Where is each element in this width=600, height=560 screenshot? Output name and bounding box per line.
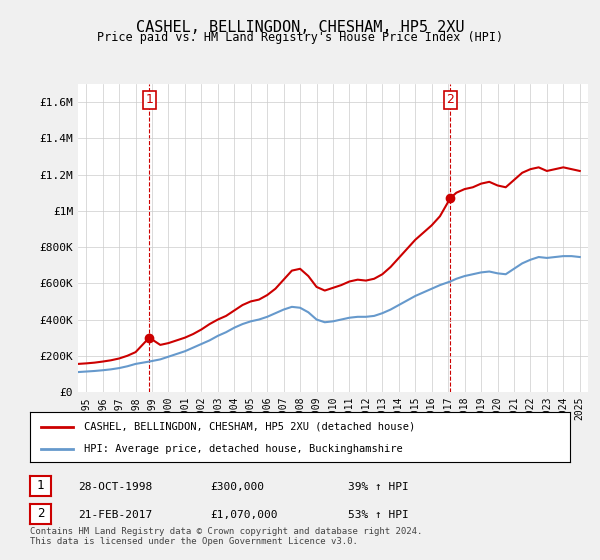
Text: 1: 1 (37, 479, 44, 492)
Text: £300,000: £300,000 (210, 482, 264, 492)
Text: 28-OCT-1998: 28-OCT-1998 (78, 482, 152, 492)
Text: CASHEL, BELLINGDON, CHESHAM, HP5 2XU (detached house): CASHEL, BELLINGDON, CHESHAM, HP5 2XU (de… (84, 422, 415, 432)
Text: Price paid vs. HM Land Registry's House Price Index (HPI): Price paid vs. HM Land Registry's House … (97, 31, 503, 44)
Text: 2: 2 (446, 94, 454, 106)
Text: 39% ↑ HPI: 39% ↑ HPI (348, 482, 409, 492)
Text: 1: 1 (145, 94, 153, 106)
Text: £1,070,000: £1,070,000 (210, 510, 277, 520)
Text: 2: 2 (37, 507, 44, 520)
Text: 21-FEB-2017: 21-FEB-2017 (78, 510, 152, 520)
Text: 53% ↑ HPI: 53% ↑ HPI (348, 510, 409, 520)
Text: Contains HM Land Registry data © Crown copyright and database right 2024.
This d: Contains HM Land Registry data © Crown c… (30, 526, 422, 546)
Text: CASHEL, BELLINGDON, CHESHAM, HP5 2XU: CASHEL, BELLINGDON, CHESHAM, HP5 2XU (136, 20, 464, 35)
Text: HPI: Average price, detached house, Buckinghamshire: HPI: Average price, detached house, Buck… (84, 445, 403, 454)
